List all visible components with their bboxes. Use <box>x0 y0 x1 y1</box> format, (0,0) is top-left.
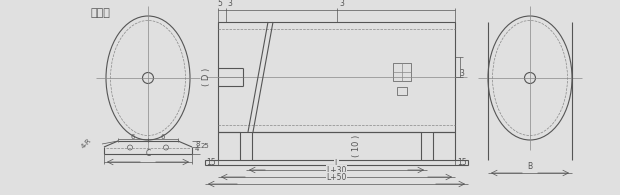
Text: 5: 5 <box>217 0 222 8</box>
Text: 3: 3 <box>227 0 232 8</box>
Text: 3: 3 <box>459 69 464 79</box>
Text: 6: 6 <box>161 134 166 140</box>
Text: 15: 15 <box>206 158 216 167</box>
Text: 8: 8 <box>195 141 200 147</box>
Text: 寸法図: 寸法図 <box>90 8 110 18</box>
Text: 3: 3 <box>340 0 344 8</box>
Text: 4: 4 <box>195 146 200 152</box>
Text: L+50: L+50 <box>326 173 347 182</box>
Text: ( 10 ): ( 10 ) <box>352 135 361 157</box>
Bar <box>218 22 455 132</box>
Text: C: C <box>145 149 151 158</box>
Bar <box>392 63 410 81</box>
Text: ( D ): ( D ) <box>202 68 211 86</box>
Text: B: B <box>528 162 533 171</box>
Bar <box>397 87 407 95</box>
Text: 6: 6 <box>131 134 135 140</box>
Text: 15: 15 <box>457 158 467 167</box>
Text: 4-R: 4-R <box>81 137 93 149</box>
Text: L+30: L+30 <box>326 166 347 175</box>
Text: 25: 25 <box>201 143 210 149</box>
Text: L: L <box>334 159 339 168</box>
